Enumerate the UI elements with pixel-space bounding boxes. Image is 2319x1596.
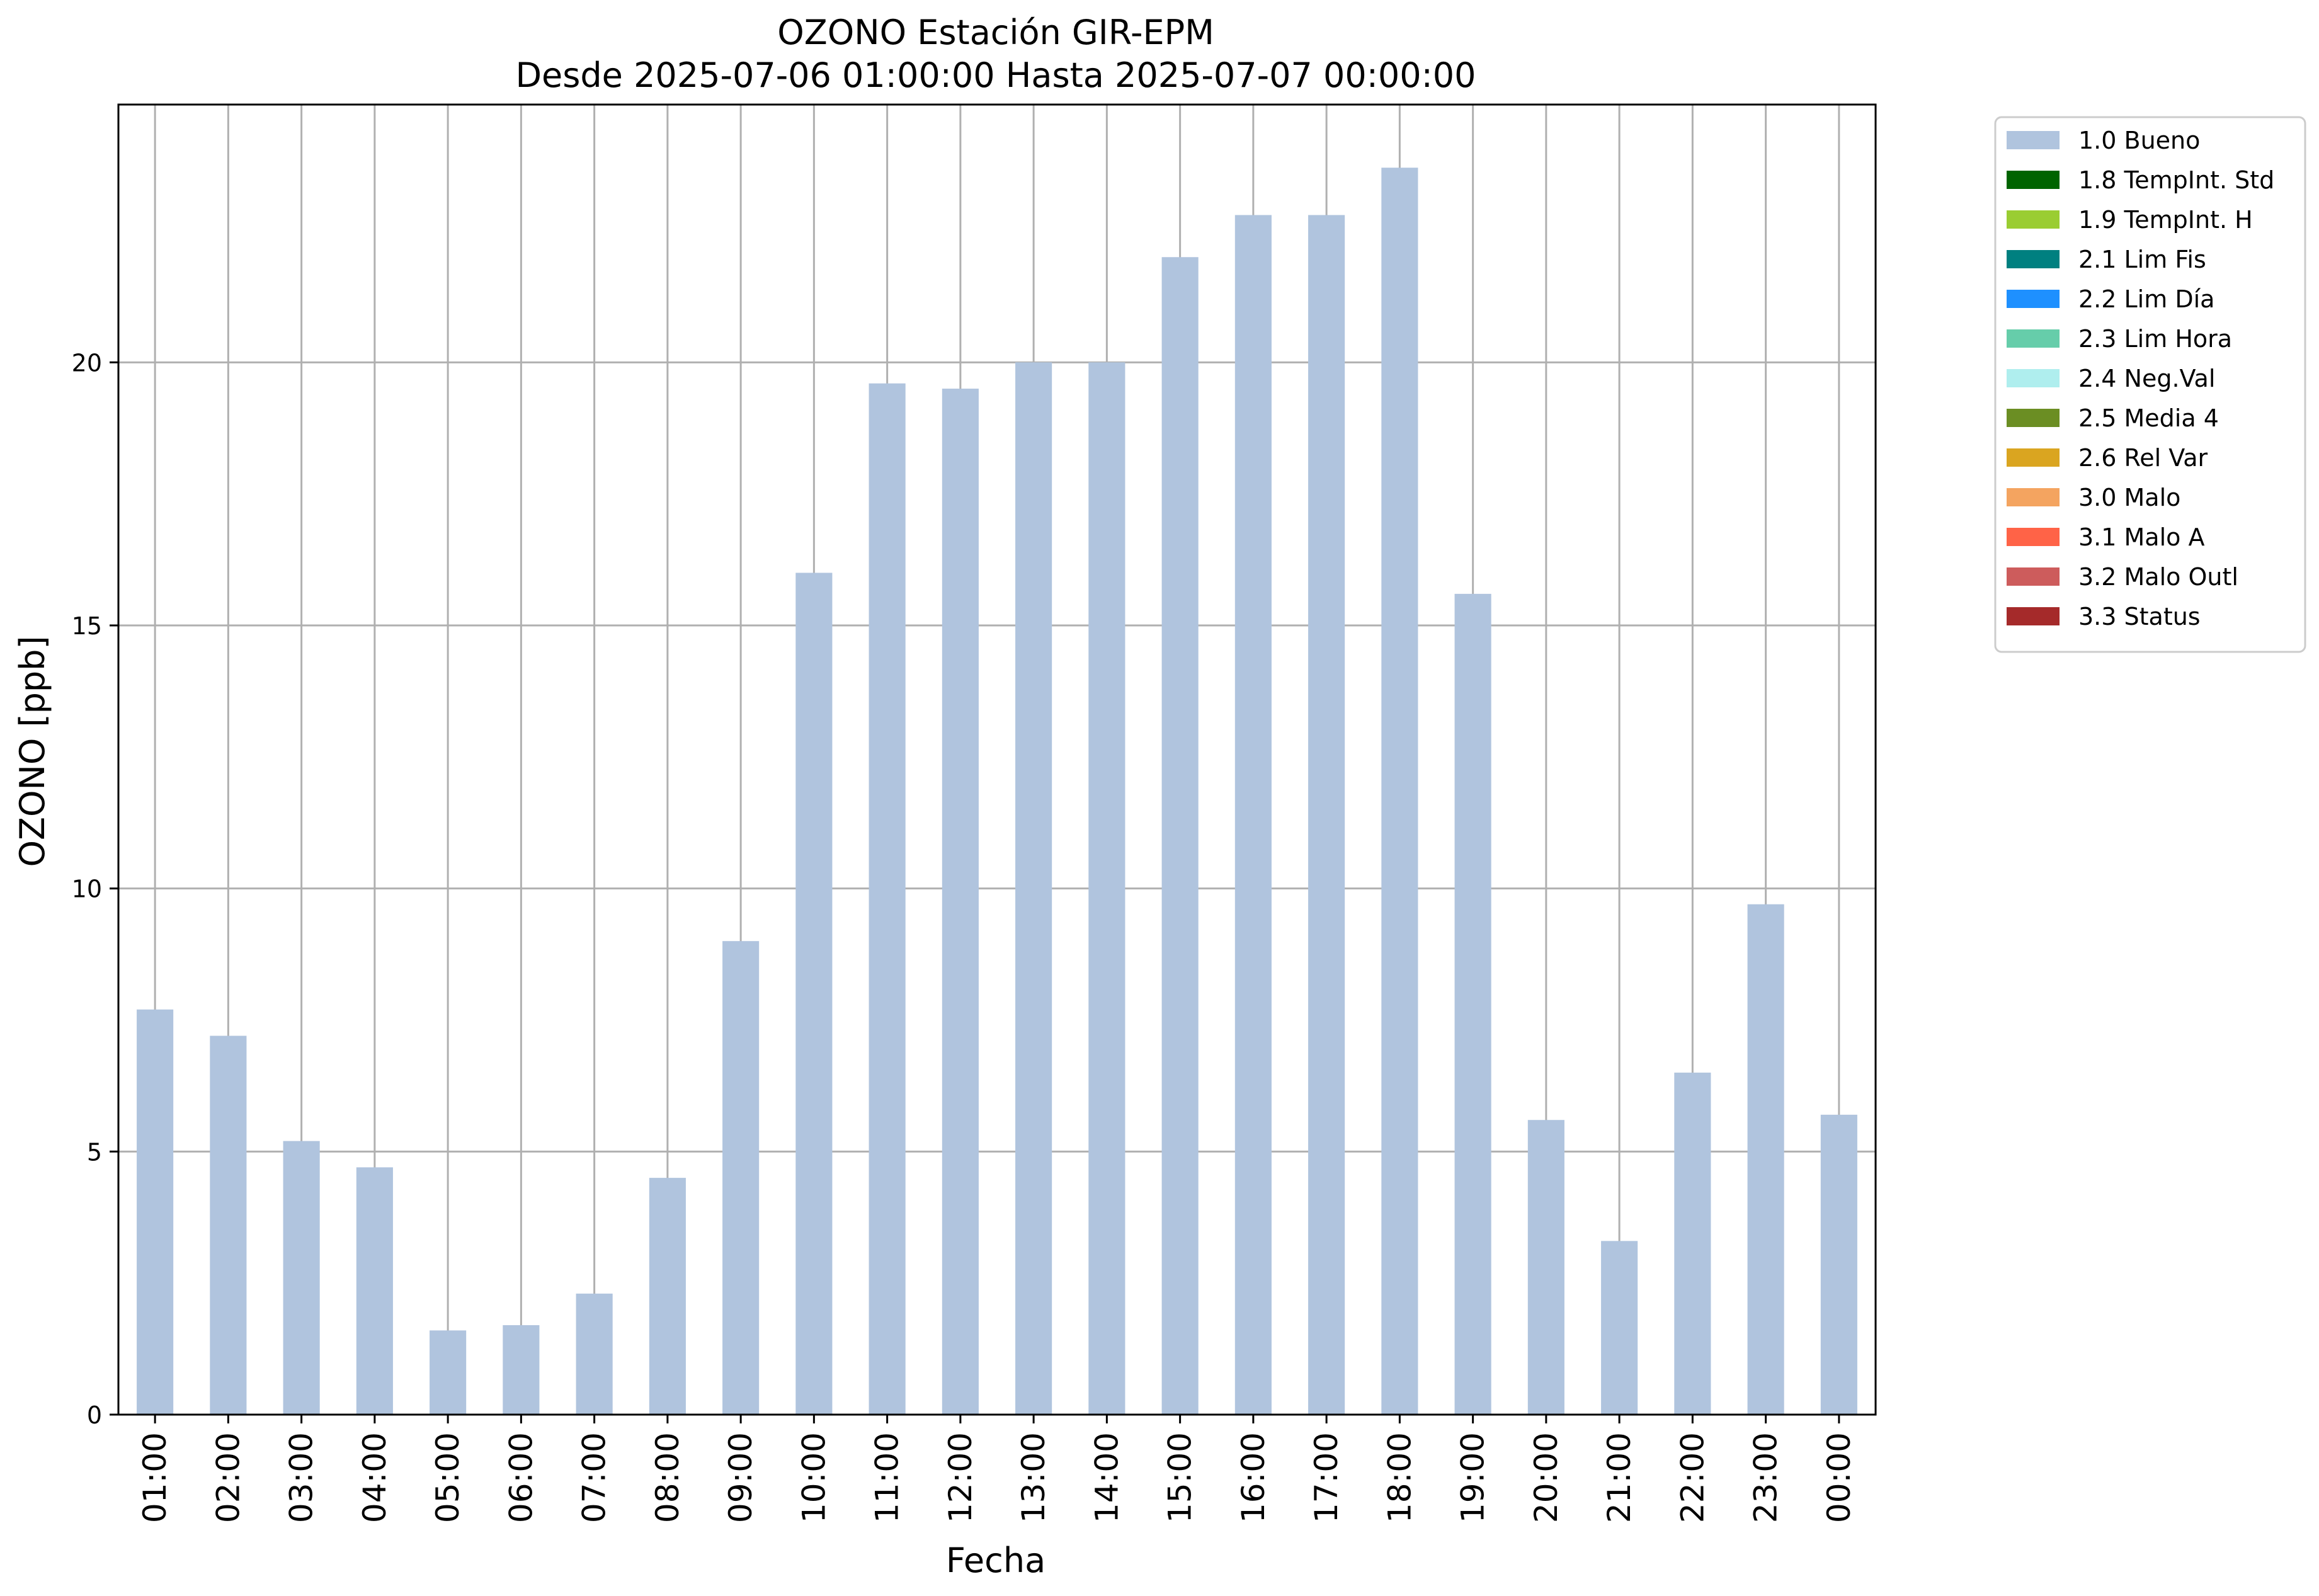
bar-04:00 [356,1167,393,1415]
legend-label: 3.2 Malo Outl [2078,563,2238,591]
legend-box [1994,116,2306,653]
legend-swatch [2007,250,2060,268]
bar-13:00 [1015,362,1052,1415]
bar-15:00 [1161,257,1199,1415]
x-tick-label: 22:00 [1674,1432,1711,1523]
bar-01:00 [137,1009,174,1415]
legend: 1.0 Bueno 1.8 TempInt. Std 1.9 TempInt. H 2… [1994,116,2306,653]
legend-label: 2.5 Media 4 [2078,404,2219,432]
plot-frame [117,103,1877,1416]
bar-05:00 [430,1330,467,1415]
legend-swatch [2007,607,2060,625]
legend-swatch [2007,171,2060,189]
bar-09:00 [722,941,760,1415]
legend-swatch [2007,409,2060,427]
x-tick-label: 04:00 [356,1432,393,1523]
bar-08:00 [649,1178,686,1415]
x-tick-label: 17:00 [1308,1432,1345,1523]
legend-swatch [2007,567,2060,586]
bar-22:00 [1674,1073,1711,1415]
x-tick-label: 18:00 [1381,1432,1418,1523]
bar-06:00 [503,1325,540,1415]
chart-title: OZONO Estación GIR-EPM [777,13,1214,52]
bar-23:00 [1747,904,1784,1415]
x-tick-label: 00:00 [1821,1432,1857,1523]
bars [137,168,1857,1415]
x-tick-label: 13:00 [1015,1432,1052,1523]
bar-14:00 [1088,362,1125,1415]
legend-label: 3.3 Status [2078,603,2201,630]
chart-subtitle: Desde 2025-07-06 01:00:00 Hasta 2025-07-… [515,55,1476,95]
x-tick-label: 07:00 [576,1432,613,1523]
bar-10:00 [795,573,833,1415]
legend-swatch [2007,448,2060,467]
x-tick-label: 23:00 [1748,1432,1784,1523]
bar-18:00 [1381,168,1418,1415]
x-tick-label: 01:00 [137,1432,173,1523]
x-tick-label: 20:00 [1528,1432,1564,1523]
legend-swatch [2007,528,2060,546]
legend-label: 3.1 Malo A [2078,523,2204,551]
x-tick-label: 15:00 [1162,1432,1199,1523]
legend-swatch [2007,329,2060,348]
bar-17:00 [1308,215,1345,1415]
x-axis-label: Fecha [946,1541,1046,1580]
y-axis: 0 5 10 15 20 [72,349,118,1429]
x-tick-label: 03:00 [283,1432,320,1523]
legend-label: 2.2 Lim Día [2078,285,2214,313]
x-tick-label: 16:00 [1235,1432,1272,1523]
legend-label: 3.0 Malo [2078,484,2180,511]
x-tick-label: 08:00 [649,1432,686,1523]
legend-swatch [2007,290,2060,308]
x-tick-label: 19:00 [1455,1432,1491,1523]
y-tick-label: 0 [87,1401,102,1429]
x-tick-label: 10:00 [795,1432,832,1523]
bar-16:00 [1234,215,1272,1415]
y-axis-label: OZONO [ppb] [13,636,52,867]
legend-label: 2.3 Lim Hora [2078,325,2232,353]
legend-label: 1.8 TempInt. Std [2078,166,2274,194]
bar-21:00 [1601,1241,1638,1415]
bar-12:00 [942,389,979,1415]
legend-swatch [2007,210,2060,229]
x-axis: 01:00 02:00 03:00 04:00 05:00 06:00 07:00 08:00… [137,1415,1857,1523]
y-tick-label: 20 [72,349,102,377]
x-tick-label: 12:00 [942,1432,979,1523]
bar-19:00 [1454,593,1491,1415]
bar-20:00 [1527,1120,1564,1415]
bar-03:00 [283,1141,320,1415]
bar-02:00 [210,1035,247,1415]
legend-swatch [2007,488,2060,506]
y-tick-label: 5 [87,1138,102,1166]
legend-swatch [2007,131,2060,149]
legend-label: 1.0 Bueno [2078,127,2200,154]
y-tick-label: 10 [72,875,102,903]
bar-00:00 [1820,1114,1857,1415]
x-tick-label: 09:00 [722,1432,759,1523]
legend-label: 2.4 Neg.Val [2078,365,2215,392]
x-tick-label: 06:00 [503,1432,539,1523]
y-tick-label: 15 [72,612,102,640]
legend-label: 2.1 Lim Fis [2078,246,2206,273]
bar-07:00 [576,1293,613,1415]
x-tick-label: 14:00 [1088,1432,1125,1523]
x-tick-label: 11:00 [869,1432,906,1523]
x-tick-label: 05:00 [430,1432,466,1523]
legend-swatch [2007,369,2060,387]
x-tick-label: 02:00 [210,1432,246,1523]
legend-label: 2.6 Rel Var [2078,444,2208,472]
bar-11:00 [869,383,906,1415]
legend-label: 1.9 TempInt. H [2078,206,2253,234]
x-tick-label: 21:00 [1601,1432,1638,1523]
